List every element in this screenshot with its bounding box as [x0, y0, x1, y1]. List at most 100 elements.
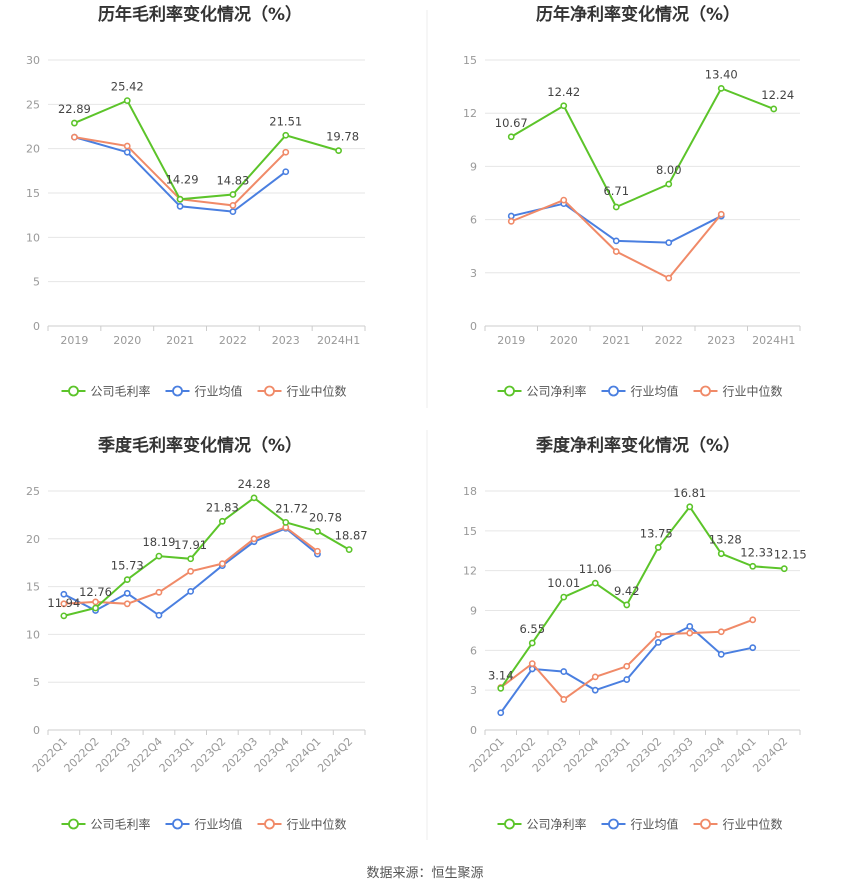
data-point-company	[665, 180, 673, 188]
y-tick-label: 9	[470, 160, 477, 173]
x-tick-label: 2022	[655, 334, 683, 347]
data-label: 13.28	[709, 533, 742, 547]
legend-marker	[608, 385, 619, 397]
legend-item-company: 公司毛利率	[61, 384, 151, 399]
data-point-industry_median	[155, 588, 163, 596]
data-point-industry_avg	[187, 587, 195, 595]
data-label: 11.94	[47, 596, 80, 610]
y-tick-label: 3	[470, 684, 477, 697]
legend-marker	[264, 385, 275, 397]
x-tick-label: 2024H1	[317, 334, 360, 347]
data-point-company	[612, 203, 620, 211]
legend-item-company: 公司净利率	[497, 817, 587, 832]
data-label: 21.83	[206, 500, 239, 514]
legend-marker	[700, 385, 711, 397]
legend-label: 行业均值	[631, 817, 679, 832]
legend-label: 行业均值	[195, 817, 243, 832]
legend-item-industry_median: 行业中位数	[257, 384, 347, 399]
y-tick-label: 10	[26, 231, 40, 244]
y-tick-label: 15	[26, 187, 40, 200]
x-tick-label: 2024H1	[752, 334, 795, 347]
legend-marker	[264, 818, 275, 830]
data-point-industry_median	[92, 598, 99, 606]
y-tick-label: 30	[26, 54, 40, 67]
legend-label: 行业中位数	[287, 384, 347, 399]
data-point-company	[560, 593, 568, 601]
data-label: 12.76	[79, 585, 112, 599]
data-label: 3.14	[488, 668, 514, 682]
data-point-company	[155, 552, 163, 560]
data-label: 13.75	[640, 526, 673, 540]
data-label: 18.19	[142, 535, 175, 549]
data-point-industry_avg	[282, 168, 290, 176]
y-tick-label: 6	[470, 214, 477, 227]
data-label: 24.28	[238, 477, 271, 491]
data-point-industry_median	[314, 547, 321, 555]
data-label: 19.78	[326, 130, 359, 144]
y-tick-label: 15	[463, 525, 477, 538]
data-point-industry_avg	[123, 148, 131, 156]
chart-panel-4: 季度净利率变化情况（%）03691215182022Q12022Q22022Q3…	[463, 435, 807, 832]
data-point-company	[770, 105, 778, 113]
chart-title: 历年净利率变化情况（%）	[536, 4, 740, 25]
data-point-company	[717, 84, 725, 92]
data-label: 22.89	[58, 102, 91, 116]
data-point-company	[780, 565, 788, 573]
data-point-industry_median	[560, 696, 568, 703]
x-tick-label: 2020	[550, 334, 578, 347]
data-point-company	[123, 97, 131, 105]
data-label: 18.87	[335, 529, 368, 543]
data-label: 16.81	[673, 486, 706, 500]
data-label: 6.71	[603, 184, 629, 198]
x-tick-label: 2022	[219, 334, 247, 347]
chart-panel-2: 历年净利率变化情况（%） 0 3 6 9 12 15 2019 2020 2021 2022 2023…	[463, 4, 801, 399]
data-point-industry_median	[717, 628, 725, 636]
data-point-company	[250, 494, 258, 502]
y-tick-label: 20	[26, 533, 40, 546]
x-tick-label: 2021	[602, 334, 630, 347]
data-point-industry_avg	[60, 590, 68, 598]
data-label: 20.78	[309, 510, 342, 524]
data-point-industry_avg	[717, 650, 725, 658]
data-point-industry_median	[123, 142, 131, 150]
x-tick-label: 2021	[166, 334, 194, 347]
legend-label: 公司毛利率	[91, 384, 151, 399]
data-point-industry_avg	[560, 668, 568, 675]
legend: 公司净利率 行业均值 行业中位数	[497, 384, 783, 399]
data-label: 21.72	[275, 501, 308, 515]
series-line-company	[499, 505, 785, 689]
data-point-company	[654, 544, 662, 551]
x-tick-label: 2024Q2	[315, 735, 355, 775]
data-point-industry_avg	[654, 638, 662, 646]
data-point-company	[229, 191, 237, 198]
data-point-industry_median	[282, 148, 290, 156]
data-point-company	[623, 601, 631, 609]
data-point-industry_median	[187, 567, 195, 575]
legend-label: 公司净利率	[527, 817, 587, 832]
y-tick-label: 18	[463, 485, 477, 498]
data-point-company	[497, 684, 505, 692]
legend-label: 行业均值	[631, 384, 679, 399]
legend-label: 行业中位数	[287, 817, 347, 832]
data-point-industry_median	[623, 662, 631, 670]
legend-marker	[608, 818, 619, 830]
data-point-industry_median	[218, 560, 226, 568]
data-point-industry_median	[665, 274, 673, 282]
legend-item-company: 公司毛利率	[61, 817, 151, 832]
legend-item-industry_avg: 行业均值	[165, 817, 243, 832]
legend: 公司毛利率 行业均值 行业中位数	[61, 817, 347, 832]
data-point-industry_median	[60, 600, 68, 608]
y-tick-label: 15	[463, 54, 477, 67]
data-point-industry_avg	[176, 202, 184, 210]
data-point-company	[686, 503, 694, 511]
data-point-industry_median	[591, 673, 599, 681]
data-point-company	[282, 518, 290, 526]
chart-panel-3: 季度毛利率变化情况（%）05101520252022Q12022Q22022Q3…	[26, 435, 368, 832]
data-point-company	[345, 546, 353, 554]
y-tick-label: 12	[463, 107, 477, 120]
data-point-industry_avg	[123, 589, 131, 597]
data-point-company	[591, 579, 599, 587]
legend-item-industry_median: 行业中位数	[693, 817, 783, 832]
legend-marker	[68, 818, 79, 830]
data-point-industry_avg	[591, 686, 599, 694]
